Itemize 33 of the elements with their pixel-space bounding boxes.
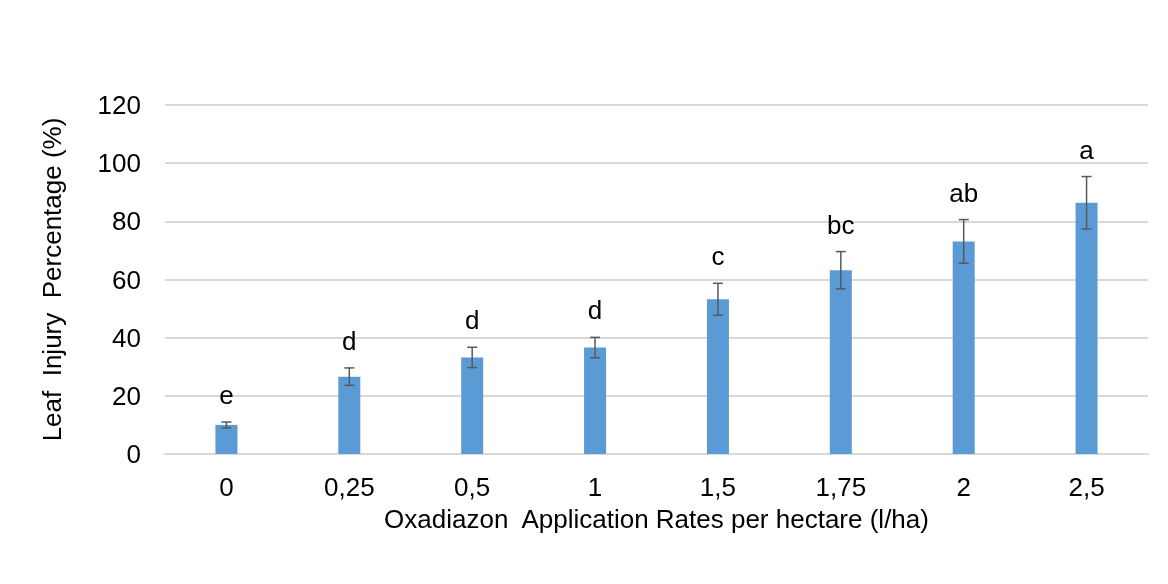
x-tick-label: 0,5 [454,472,491,502]
x-tick-label: 2 [956,472,971,502]
y-tick-label: 120 [97,90,141,120]
x-axis-title: Oxadiazon Application Rates per hectare (l/ha) [384,504,929,534]
bar [829,270,852,454]
annotation: a [1079,134,1095,165]
bar [706,299,729,454]
y-tick-label: 20 [112,380,141,411]
x-tick-label: 2,5 [1068,472,1105,502]
annotation: ab [949,177,979,208]
y-tick-label: 100 [97,148,141,179]
y-axis-title: Leaf Injury Percentage (%) [37,117,67,442]
y-tick-label: 40 [112,322,141,353]
bar [461,357,484,454]
annotation: e [219,380,234,411]
y-tick-label: 0 [126,439,141,469]
bar [584,347,607,454]
x-tick-label: 0 [219,472,234,502]
bar [1075,202,1098,454]
bar [952,241,975,454]
annotation: d [342,325,357,356]
x-tick-label: 1,5 [699,472,737,502]
annotation: d [587,295,603,326]
bar [215,424,238,454]
annotation: d [464,305,480,336]
x-tick-label: 0,25 [324,472,375,502]
annotation: bc [827,209,855,240]
y-tick-label: 60 [112,264,141,295]
x-tick-label: 1 [587,472,603,502]
bar [338,376,361,454]
y-tick-label: 80 [112,206,141,237]
annotation: c [711,241,725,272]
x-tick-label: 1,75 [815,472,867,502]
